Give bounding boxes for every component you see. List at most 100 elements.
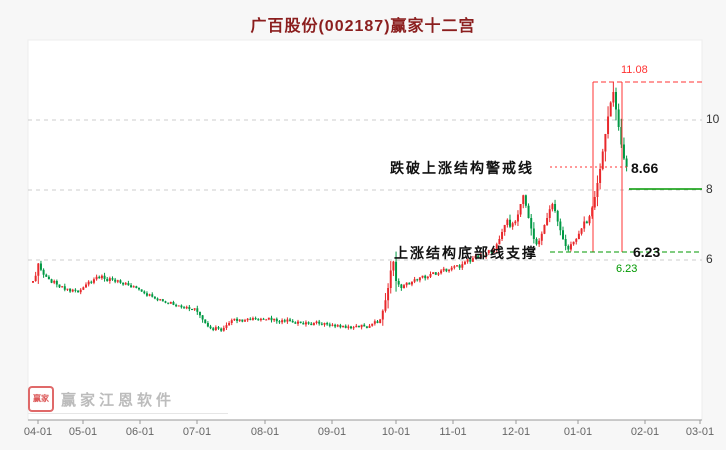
support-price-value: 6.23 (633, 244, 661, 260)
candle-body (442, 268, 445, 271)
candle-body (527, 205, 530, 218)
candle-body (477, 255, 480, 259)
candle-body (257, 319, 260, 321)
candle-body (559, 221, 562, 231)
candle-body (143, 291, 146, 294)
candle-body (172, 302, 175, 305)
peak-value-label: 11.08 (621, 64, 648, 76)
candle-body (122, 282, 125, 285)
candle-body (214, 327, 217, 330)
candle-body (588, 216, 591, 224)
x-axis-label: 06-01 (125, 426, 155, 438)
candle-body (334, 324, 337, 327)
candle-body (511, 223, 514, 227)
candle-body (201, 315, 204, 320)
candle-body (153, 296, 156, 299)
candle-body (53, 281, 56, 283)
candle-body (82, 287, 85, 290)
candle-body (482, 254, 485, 257)
annotation-layer (550, 81, 702, 253)
candle-body (365, 326, 368, 328)
candle-body (169, 302, 172, 304)
candle-body (344, 325, 347, 328)
support-line-label: 上涨结构底部线支撑 (394, 245, 538, 261)
candle-body (622, 144, 625, 159)
candle-body (532, 228, 535, 239)
candle-body (259, 318, 262, 321)
candle-body (58, 284, 61, 288)
candle-body (63, 286, 66, 290)
candle-body (246, 318, 249, 321)
y-axis-label: 6 (706, 252, 713, 266)
candle-body (471, 258, 474, 262)
candle-body (357, 325, 360, 328)
candle-body (204, 319, 207, 323)
candle-body (514, 221, 517, 224)
candle-body (100, 275, 103, 279)
candle-body (299, 321, 302, 323)
candle-body (55, 281, 58, 285)
candle-body (506, 219, 509, 225)
winner-gann-seal-icon: 赢家 (28, 386, 54, 412)
candle-body (599, 169, 602, 183)
candle-body (124, 283, 127, 285)
candle-body (254, 318, 257, 320)
x-axis-label: 02-01 (630, 426, 660, 438)
candle-body (426, 276, 429, 279)
candle-body (95, 276, 98, 280)
candle-body (392, 261, 395, 271)
candle-body (604, 134, 607, 152)
candle-body (145, 293, 148, 296)
candle-body (387, 288, 390, 301)
candle-body (615, 92, 617, 110)
candle-body (233, 318, 236, 321)
candle-body (167, 302, 170, 304)
candle-body (625, 158, 628, 167)
candle-body (251, 318, 254, 320)
candle-body (47, 276, 50, 280)
candle-body (196, 308, 199, 312)
x-axis-label: 05-01 (68, 426, 98, 438)
candle-body (310, 323, 313, 326)
candle-body (564, 239, 567, 246)
candle-body (323, 323, 326, 325)
candle-body (42, 269, 45, 275)
candle-body (458, 265, 461, 268)
candle-body (188, 306, 191, 309)
candle-body (421, 275, 424, 278)
candle-body (463, 261, 466, 265)
candle-body (148, 294, 151, 296)
candle-body (127, 283, 130, 286)
candle-body (350, 326, 352, 329)
candle-body (395, 261, 398, 281)
candle-body (448, 269, 451, 272)
candle-body (230, 320, 233, 323)
candle-body (119, 280, 122, 283)
candle-body (130, 285, 133, 288)
candle-body (220, 328, 223, 331)
candle-body (249, 318, 252, 320)
x-axis-ticks (37, 420, 701, 424)
x-axis-label: 09-01 (317, 426, 347, 438)
candle-body (191, 309, 193, 310)
candle-body (355, 325, 358, 328)
candle-body (34, 275, 37, 281)
candle-body (39, 263, 42, 270)
candle-body (540, 233, 543, 241)
candle-body (410, 281, 413, 285)
candle-body (32, 281, 34, 283)
candle-body (620, 127, 623, 145)
candle-body (469, 259, 472, 262)
y-axis-label: 10 (706, 112, 720, 126)
candle-body (241, 319, 244, 322)
candle-body (342, 325, 345, 328)
candle-body (360, 324, 363, 328)
x-axis-label: 11-01 (439, 426, 467, 438)
candle-body (281, 320, 284, 323)
candle-body (307, 322, 310, 324)
candle-body (217, 327, 220, 329)
candle-body (111, 278, 114, 280)
candle-body (87, 281, 90, 285)
candle-body (138, 288, 140, 290)
